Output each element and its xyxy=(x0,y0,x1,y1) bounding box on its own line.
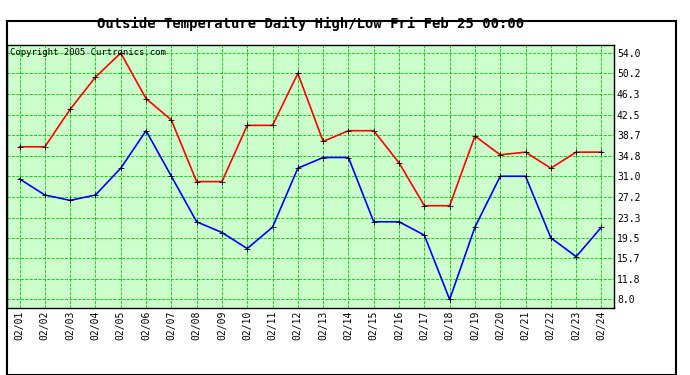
Text: Copyright 2005 Curtronics.com: Copyright 2005 Curtronics.com xyxy=(10,48,166,57)
Text: Outside Temperature Daily High/Low Fri Feb 25 00:00: Outside Temperature Daily High/Low Fri F… xyxy=(97,17,524,31)
